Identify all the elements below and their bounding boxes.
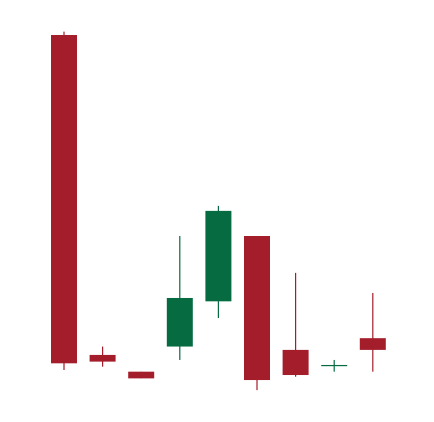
candle-9 (359, 292, 386, 372)
candle-8-body (321, 364, 348, 367)
candle-7 (282, 272, 309, 377)
candle-5-body (205, 210, 232, 302)
candle-5 (205, 205, 232, 319)
candles-group (51, 31, 386, 391)
candle-7-body (282, 349, 309, 376)
candle-4-body (166, 297, 193, 347)
candle-3-body (128, 371, 155, 379)
candle-2-body (89, 354, 116, 362)
candle-3 (128, 371, 155, 379)
candle-6 (244, 236, 270, 391)
candle-4 (166, 236, 193, 360)
candle-9-body (359, 338, 386, 350)
candle-8 (321, 359, 348, 372)
candle-2 (89, 346, 116, 367)
candle-1-body (51, 35, 77, 364)
candle-1 (51, 31, 77, 370)
candle-6-body (244, 236, 270, 381)
